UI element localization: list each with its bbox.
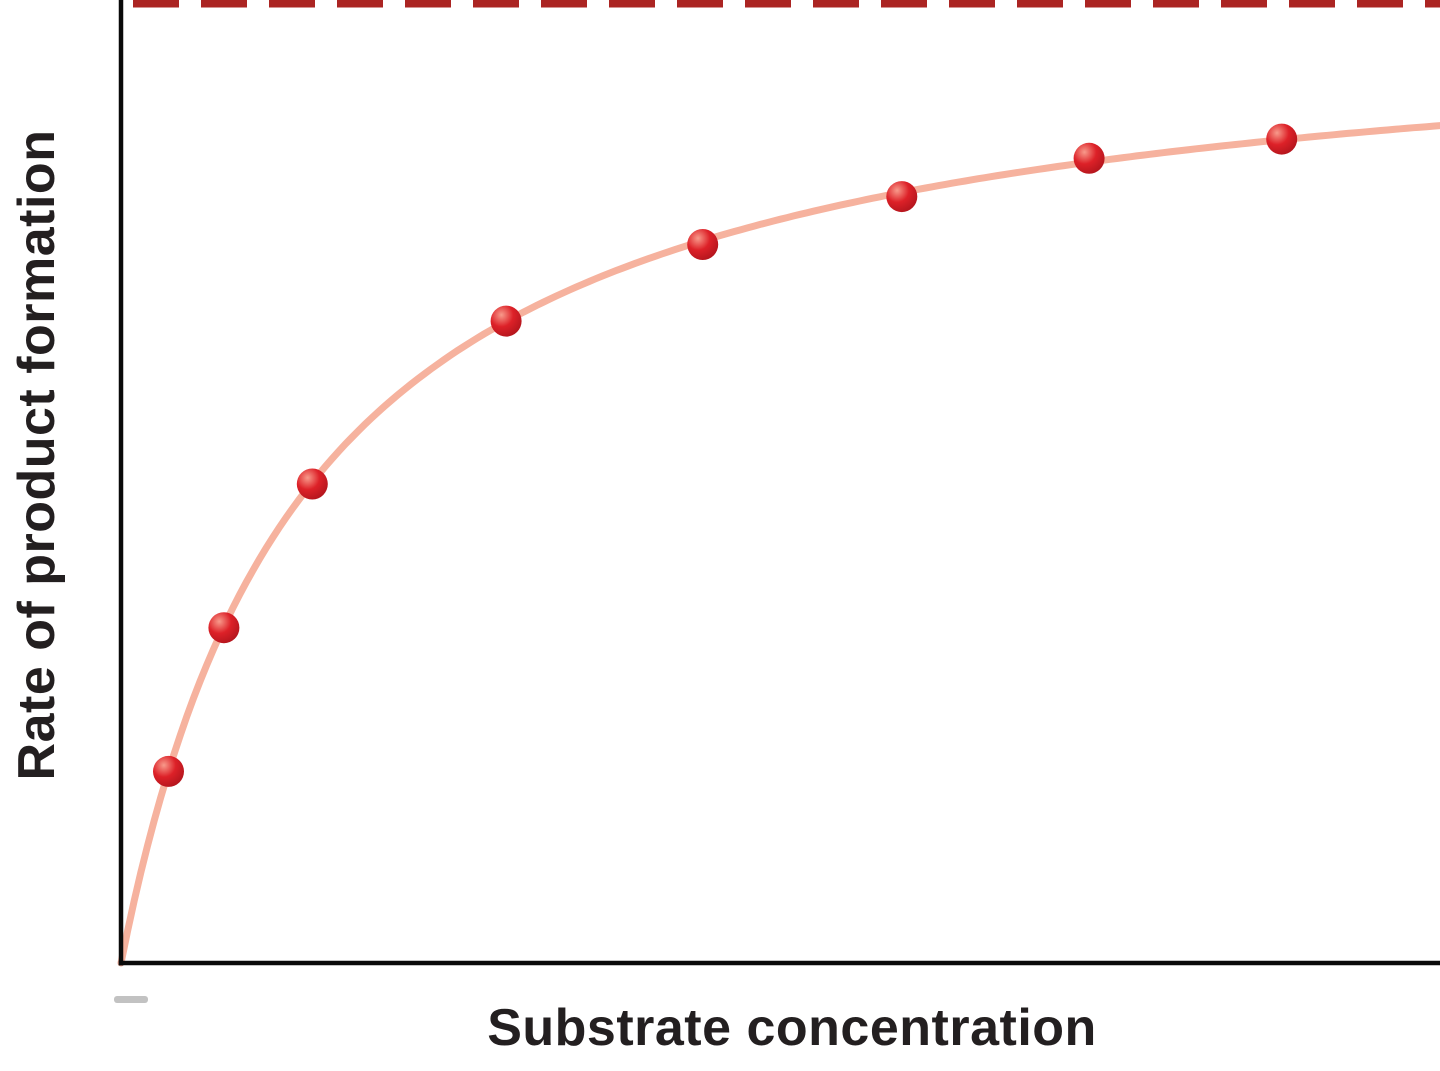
y-axis-label: Rate of product formation [8,129,66,781]
kinetics-curve [117,122,1440,967]
data-point [687,229,719,260]
x-axis-label: Substrate concentration [487,999,1097,1057]
data-point [1266,123,1298,155]
data-point [1073,142,1105,174]
data-point [296,468,328,500]
data-point [886,181,918,213]
data-point [208,612,240,644]
data-point [153,755,184,787]
x-axis-tick-mark [114,996,148,1003]
data-point [490,305,522,337]
